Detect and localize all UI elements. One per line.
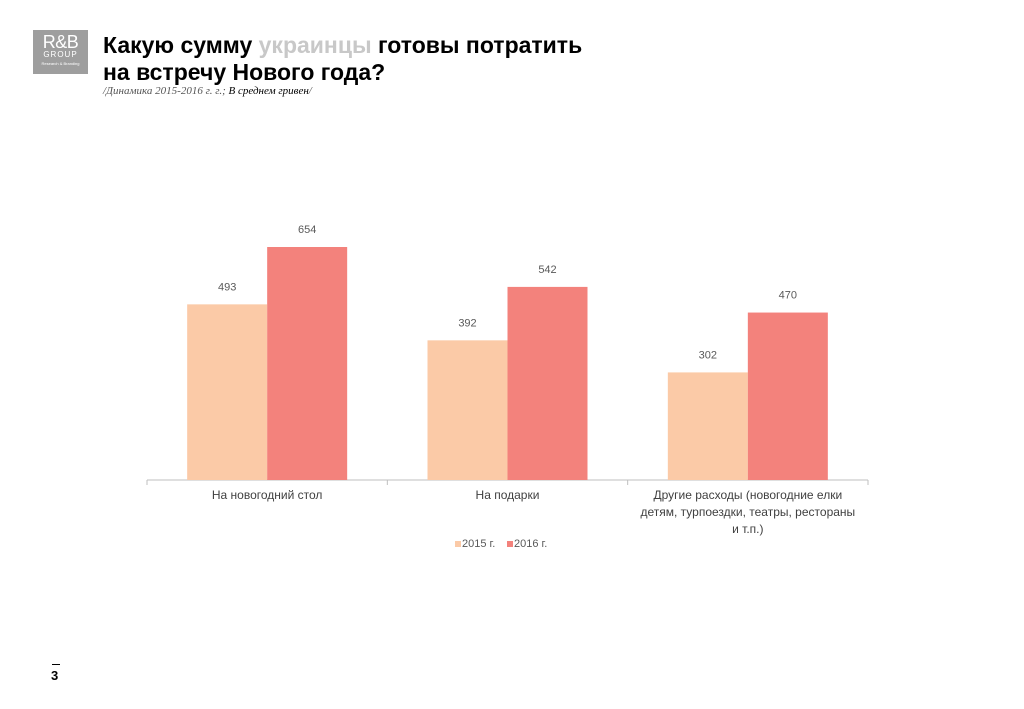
- bar-series-1: [427, 340, 508, 480]
- bar-series-2: [747, 312, 828, 480]
- data-label: 302: [699, 349, 717, 361]
- legend-swatch: [507, 541, 513, 547]
- data-label: 542: [538, 264, 556, 276]
- data-label: 470: [779, 290, 797, 302]
- slide-subtitle: /Динамика 2015-2016 г. г.; В среднем гри…: [103, 85, 312, 97]
- data-label: 654: [298, 224, 316, 236]
- category-label: Другие расходы (новогодние елки: [654, 488, 843, 502]
- slide-title: Какую сумму украинцы готовы потратить на …: [103, 32, 582, 86]
- title-highlight: украинцы: [258, 32, 372, 58]
- legend-label: 2015 г.: [462, 538, 495, 550]
- legend-label: 2016 г.: [514, 538, 547, 550]
- logo-tagline: Research & Branding: [41, 61, 80, 66]
- title-part2: готовы потратить: [371, 32, 583, 58]
- category-label: На подарки: [476, 488, 540, 502]
- subtitle-main: /Динамика 2015-2016 г. г.;: [103, 85, 229, 97]
- bar-series-1: [667, 372, 748, 480]
- logo-sub-text: GROUP: [43, 50, 78, 59]
- category-label: детям, турпоездки, театры, рестораны: [640, 505, 855, 519]
- page-number-dash: [52, 664, 60, 665]
- subtitle-emphasis: В среднем гривен: [228, 85, 309, 97]
- subtitle-end: /: [308, 85, 312, 97]
- company-logo: R&B GROUP Research & Branding: [33, 30, 88, 74]
- category-label: и т.п.): [732, 522, 763, 536]
- page-number: 3: [51, 668, 59, 683]
- bar-series-2: [507, 286, 588, 480]
- title-line2: на встречу Нового года?: [103, 59, 386, 85]
- legend-swatch: [455, 541, 461, 547]
- bar-series-1: [187, 304, 268, 480]
- logo-main-text: R&B: [42, 32, 79, 52]
- data-label: 493: [218, 281, 236, 293]
- title-part1: Какую сумму: [103, 32, 259, 58]
- data-label: 392: [458, 317, 476, 329]
- category-label: На новогодний стол: [212, 488, 323, 502]
- bar-series-2: [267, 247, 348, 480]
